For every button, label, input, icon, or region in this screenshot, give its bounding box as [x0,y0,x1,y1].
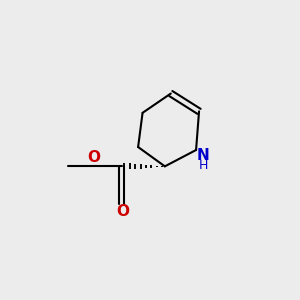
Text: H: H [199,159,208,172]
Text: O: O [117,204,130,219]
Text: O: O [87,150,100,165]
Text: N: N [197,148,210,163]
